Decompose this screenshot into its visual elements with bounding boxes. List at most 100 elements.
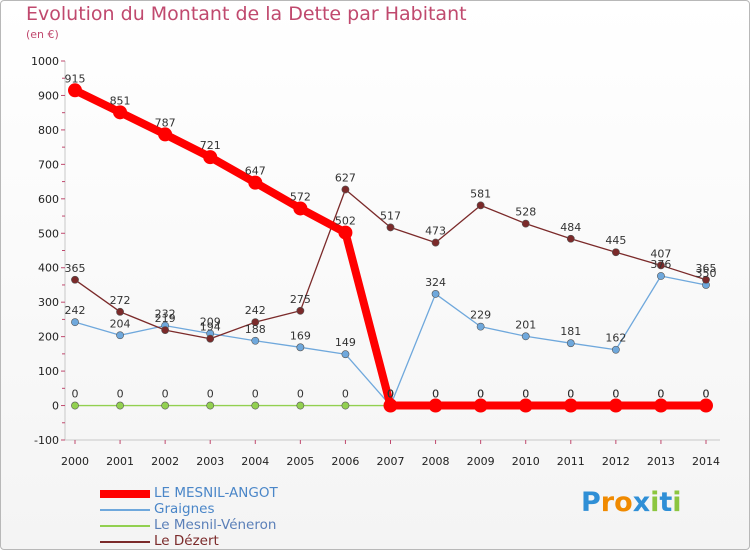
- data-point: [383, 398, 398, 413]
- x-tick-label: 2001: [106, 455, 134, 468]
- data-point: [68, 83, 82, 98]
- data-label: 0: [342, 388, 349, 401]
- data-point: [431, 238, 440, 247]
- x-tick-label: 2006: [331, 455, 359, 468]
- logo-letter: i: [650, 487, 660, 518]
- data-label: 0: [387, 388, 394, 401]
- legend-label: Le Mesnil-Véneron: [154, 517, 277, 533]
- data-point: [611, 345, 620, 354]
- data-label: 647: [245, 165, 266, 178]
- x-tick-label: 2004: [241, 455, 269, 468]
- data-point: [428, 398, 443, 413]
- data-label: 219: [155, 312, 176, 325]
- data-point: [563, 398, 578, 413]
- data-point: [476, 322, 485, 331]
- data-label: 365: [696, 262, 717, 275]
- data-point: [566, 234, 575, 243]
- data-label: 0: [387, 388, 394, 401]
- data-point: [473, 398, 488, 413]
- data-label: 627: [335, 172, 356, 185]
- data-label: 0: [657, 388, 664, 401]
- data-point: [608, 398, 623, 413]
- data-label: 209: [200, 316, 221, 329]
- data-point: [206, 334, 215, 343]
- legend-label: LE MESNIL-ANGOT: [154, 485, 278, 501]
- x-tick-label: 2007: [377, 455, 405, 468]
- data-label: 242: [65, 304, 86, 317]
- x-tick-label: 2008: [422, 455, 450, 468]
- data-label: 581: [470, 187, 491, 200]
- data-point: [653, 398, 668, 413]
- legend-swatch: [100, 525, 150, 527]
- x-tick-label: 2003: [196, 455, 224, 468]
- data-label: 242: [245, 304, 266, 317]
- data-label: 0: [567, 388, 574, 401]
- data-point: [518, 398, 533, 413]
- legend-swatch: [100, 490, 150, 498]
- data-label: 473: [425, 225, 446, 238]
- y-tick-label: 400: [38, 262, 59, 275]
- data-point: [116, 331, 124, 340]
- data-point: [699, 398, 713, 413]
- data-point: [296, 343, 305, 352]
- data-point: [566, 339, 575, 348]
- y-tick-label: 500: [38, 227, 59, 240]
- y-tick-label: 900: [38, 89, 59, 102]
- data-label: 721: [200, 139, 221, 152]
- data-label: 0: [162, 388, 169, 401]
- data-label: 0: [703, 388, 710, 401]
- data-point: [251, 318, 260, 327]
- data-label: 0: [567, 388, 574, 401]
- data-point: [611, 248, 620, 257]
- y-tick-label: 100: [38, 365, 59, 378]
- data-label: 0: [477, 388, 484, 401]
- x-tick-label: 2000: [61, 455, 89, 468]
- data-point: [476, 201, 485, 210]
- y-tick-label: 600: [38, 193, 59, 206]
- data-label: 0: [612, 388, 619, 401]
- data-label: 194: [200, 321, 221, 334]
- legend-label: Le Dézert: [154, 533, 219, 549]
- y-tick-label: 200: [38, 331, 59, 344]
- y-tick-label: 0: [52, 400, 59, 413]
- data-label: 272: [110, 294, 131, 307]
- data-point: [116, 401, 124, 410]
- legend-swatch: [100, 541, 150, 543]
- chart-subtitle: (en €): [26, 28, 59, 41]
- data-label: 445: [605, 234, 626, 247]
- data-point: [296, 306, 305, 315]
- data-point: [71, 275, 79, 284]
- data-label: 365: [65, 262, 86, 275]
- data-label: 528: [515, 206, 536, 219]
- data-label: 0: [72, 388, 79, 401]
- data-point: [341, 401, 350, 410]
- data-label: 0: [387, 388, 394, 401]
- logo-letter: x: [632, 487, 651, 518]
- data-label: 149: [335, 336, 356, 349]
- x-tick-label: 2002: [151, 455, 179, 468]
- data-label: 0: [297, 388, 304, 401]
- x-tick-label: 2012: [602, 455, 630, 468]
- y-tick-label: 700: [38, 158, 59, 171]
- data-point: [203, 150, 218, 165]
- logo-letter: t: [659, 487, 673, 518]
- data-point: [251, 401, 260, 410]
- data-point: [248, 175, 263, 190]
- data-point: [657, 261, 665, 270]
- data-label: 915: [65, 72, 86, 85]
- data-point: [113, 105, 128, 120]
- data-point: [431, 290, 440, 298]
- data-point: [521, 219, 530, 228]
- data-label: 324: [425, 276, 446, 289]
- data-point: [386, 223, 395, 232]
- data-label: 787: [155, 116, 176, 129]
- data-label: 0: [432, 388, 439, 401]
- data-point: [702, 275, 710, 284]
- x-tick-label: 2010: [512, 455, 540, 468]
- data-label: 484: [560, 221, 581, 234]
- data-label: 350: [696, 267, 717, 280]
- chart-title: Evolution du Montant de la Dette par Hab…: [26, 3, 467, 25]
- data-label: 0: [117, 388, 124, 401]
- x-tick-label: 2005: [286, 455, 314, 468]
